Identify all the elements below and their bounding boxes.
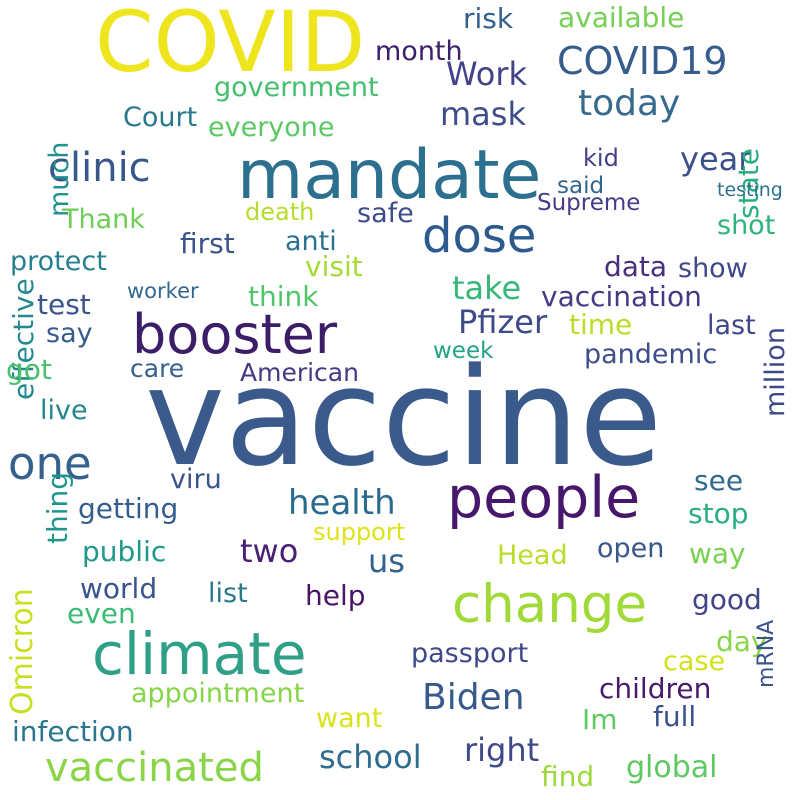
word-work: Work: [446, 55, 528, 93]
word-im: Im: [582, 703, 618, 736]
word-find: find: [541, 760, 595, 793]
word-said: said: [557, 173, 605, 199]
word-day: day: [716, 625, 768, 658]
word-world: world: [80, 572, 158, 605]
word-safe: safe: [357, 198, 414, 229]
word-omicron: Omicron: [5, 588, 40, 715]
word-anti: anti: [285, 226, 337, 257]
word-testing: testing: [717, 179, 783, 201]
word-see: see: [694, 464, 744, 497]
word-protect: protect: [10, 246, 107, 277]
word-year: year: [680, 140, 752, 178]
word-vaccinated: vaccinated: [45, 745, 264, 791]
word-mrna: mRNA: [754, 619, 779, 688]
word-thing: thing: [41, 471, 74, 544]
word-passport: passport: [411, 638, 529, 669]
word-viru: viru: [170, 464, 222, 495]
word-time: time: [569, 308, 633, 341]
word-health: health: [288, 483, 396, 523]
word-mask: mask: [440, 95, 526, 133]
word-appointment: appointment: [131, 678, 305, 709]
word-vaccination: vaccination: [541, 280, 702, 313]
word-head: Head: [497, 540, 568, 571]
word-covid19: COVID19: [557, 39, 728, 83]
word-even: even: [67, 597, 136, 630]
word-school: school: [319, 738, 422, 776]
word-help: help: [305, 579, 366, 612]
word-want: want: [316, 703, 383, 734]
word-climate: climate: [92, 620, 307, 688]
word-good: good: [692, 583, 762, 616]
word-one: one: [8, 437, 92, 490]
word-change: change: [452, 574, 648, 635]
word-way: way: [689, 537, 746, 570]
word-first: first: [180, 227, 235, 260]
word-take: take: [452, 269, 522, 307]
word-mandate: mandate: [237, 136, 542, 215]
word-booster: booster: [132, 303, 338, 366]
word-biden: Biden: [422, 677, 525, 718]
word-think: think: [248, 280, 319, 313]
word-government: government: [214, 72, 379, 103]
word-show: show: [678, 253, 748, 284]
word-test: test: [37, 288, 91, 321]
word-available: available: [558, 1, 685, 34]
word-pfizer: Pfizer: [458, 303, 548, 341]
word-support: support: [313, 518, 406, 546]
word-live: live: [40, 395, 88, 426]
word-getting: getting: [78, 492, 179, 525]
word-vaccine: vaccine: [145, 339, 663, 496]
word-pandemic: pandemic: [584, 339, 718, 370]
word-dose: dose: [422, 208, 537, 264]
word-two: two: [240, 532, 299, 570]
word-kid: kid: [583, 144, 619, 172]
word-court: Court: [123, 102, 198, 133]
word-last: last: [707, 310, 756, 341]
word-risk: risk: [463, 2, 514, 35]
word-data: data: [604, 250, 668, 283]
word-million: million: [760, 327, 791, 417]
word-supreme: Supreme: [537, 190, 641, 216]
word-children: children: [599, 672, 712, 705]
word-death: death: [245, 198, 315, 226]
word-say: say: [46, 318, 93, 349]
word-global: global: [626, 750, 718, 785]
word-full: full: [653, 700, 697, 733]
word-infection: infection: [12, 715, 134, 748]
word-covid: COVID: [95, 0, 366, 91]
word-everyone: everyone: [208, 112, 335, 143]
word-shot: shot: [717, 210, 776, 241]
word-thank: Thank: [62, 204, 145, 235]
word-open: open: [597, 533, 665, 564]
word-american: American: [240, 358, 359, 387]
word-visit: visit: [305, 250, 363, 283]
word-stop: stop: [688, 497, 749, 530]
word-got: got: [6, 353, 52, 386]
word-care: care: [130, 354, 185, 383]
word-right: right: [464, 731, 540, 769]
word-month: month: [375, 36, 463, 67]
word-case: case: [663, 646, 726, 677]
word-worker: worker: [127, 279, 199, 303]
word-list: list: [208, 578, 248, 609]
word-public: public: [82, 535, 167, 568]
word-week: week: [433, 338, 494, 364]
word-people: people: [447, 465, 641, 531]
word-clinic: clinic: [48, 145, 151, 191]
word-us: us: [368, 542, 405, 580]
word-today: today: [578, 83, 681, 124]
